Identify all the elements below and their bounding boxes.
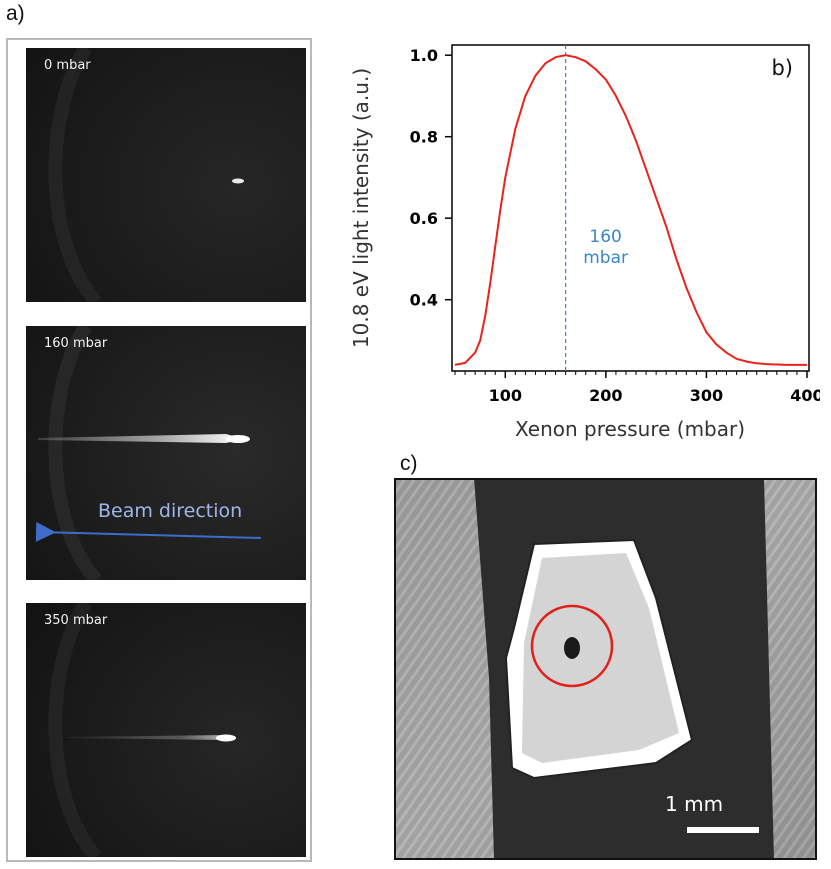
scale-bar (687, 827, 759, 833)
x-tick-label: 300 (690, 386, 723, 405)
intensity-vs-pressure-chart: 0.4 0.6 0.8 1.0 100 200 300 400 160 mbar b) Xe… (349, 44, 820, 441)
pressure-label: 350 mbar (44, 613, 108, 628)
camera-image-350-mbar: 350 mbar (26, 603, 306, 857)
y-tick-label: 0.4 (410, 291, 438, 310)
y-tick-label: 1.0 (410, 46, 438, 65)
x-tick-label: 200 (589, 386, 622, 405)
plot-frame (451, 44, 810, 372)
peak-pressure-unit: mbar (583, 248, 628, 268)
panel-a-frame: 0 mbar 160 (6, 38, 312, 862)
beam-direction-arrow (35, 521, 262, 542)
camera-image-0-mbar: 0 mbar (26, 48, 306, 302)
panel-b-label: b) (771, 56, 793, 80)
pressure-label: 160 mbar (44, 336, 108, 351)
x-tick-label: 100 (489, 386, 522, 405)
y-tick-label: 0.6 (410, 209, 438, 228)
panel-c-label: c) (400, 452, 418, 475)
panel-c-microscope-image: 1 mm (394, 478, 817, 860)
peak-pressure-value: 160 (589, 227, 621, 247)
pressure-label: 0 mbar (44, 58, 91, 73)
camera-image-160-mbar: 160 mbar Beam direction (26, 326, 306, 580)
laser-spot-circle (530, 604, 614, 688)
y-tick-label: 0.8 (410, 128, 438, 147)
scale-bar-label: 1 mm (665, 792, 724, 816)
intensity-series-line (454, 54, 807, 366)
x-tick-label: 400 (790, 386, 820, 405)
x-axis-label: Xenon pressure (mbar) (515, 417, 745, 441)
beam-direction-label: Beam direction (98, 500, 243, 522)
panel-a-label: a) (6, 2, 25, 25)
y-axis-label: 10.8 eV light intensity (a.u.) (349, 68, 373, 348)
